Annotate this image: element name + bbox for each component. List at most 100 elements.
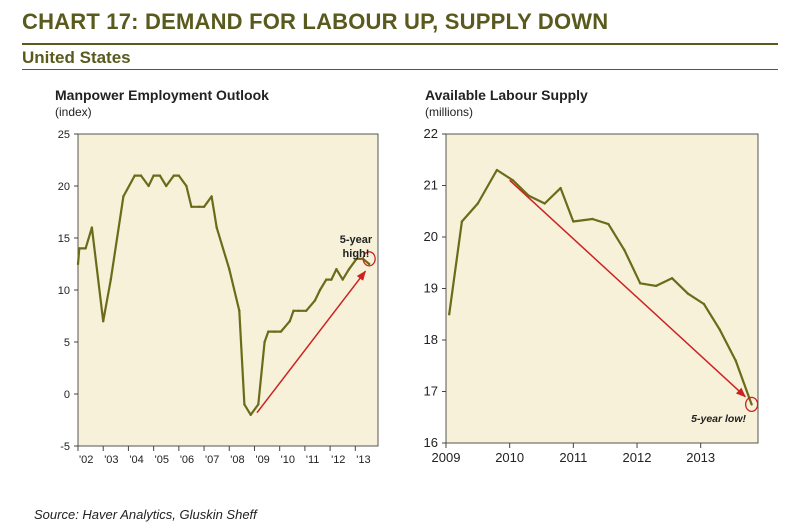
- left-panel-unit: (index): [55, 105, 92, 119]
- panel2-data-point: [607, 222, 610, 226]
- left-panel-title: Manpower Employment Outlook: [55, 87, 269, 103]
- chart-title: CHART 17: DEMAND FOR LABOUR UP, SUPPLY D…: [22, 9, 609, 34]
- panel1-data-point: [190, 205, 193, 208]
- panel1-data-point: [257, 403, 260, 406]
- panel1-data-point: [228, 268, 231, 271]
- panel1-data-point: [78, 247, 81, 250]
- panel2-data-point: [511, 179, 515, 182]
- panel2-ytick-label: 19: [424, 281, 438, 296]
- panel1-xtick-label: '10: [281, 454, 295, 466]
- source-note: Source: Haver Analytics, Gluskin Sheff: [34, 507, 257, 522]
- panel2-data-point: [543, 202, 546, 205]
- panel1-data-point: [273, 330, 276, 333]
- panel2-data-point: [623, 248, 626, 252]
- panel2-data-point: [670, 277, 674, 280]
- panel1-xtick-label: '07: [205, 454, 219, 466]
- panel2-data-point: [686, 292, 690, 295]
- panel1-data-point: [325, 278, 328, 281]
- panel1-xtick-label: '03: [104, 454, 118, 466]
- panel2-xtick-label: 2010: [495, 450, 524, 465]
- panel2-data-point: [447, 313, 451, 316]
- panel2-xtick-label: 2011: [559, 450, 587, 465]
- panel1-data-point: [109, 278, 112, 281]
- panel1-data-point: [238, 309, 241, 312]
- panel2-data-point: [750, 403, 753, 406]
- panel1-data-point: [172, 174, 175, 177]
- panel2-data-point: [639, 282, 642, 285]
- panel1-plot-area: [77, 133, 379, 447]
- panel1-xtick-label: '11: [306, 454, 320, 466]
- panel1-data-point: [185, 184, 188, 188]
- panel2-ytick-label: 21: [424, 178, 438, 193]
- panel2-xtick-label: 2012: [623, 450, 652, 465]
- panel1-data-point: [243, 403, 246, 406]
- panel1-ytick-label: 25: [58, 129, 70, 141]
- panel1-xtick-label: '08: [230, 454, 244, 466]
- panel1-ytick-label: 20: [58, 181, 70, 193]
- panel1-xtick-label: '04: [129, 454, 143, 466]
- panel1-data-point: [367, 262, 371, 266]
- panel2-trend-arrow: [509, 179, 747, 398]
- panel1-data-point: [355, 257, 358, 260]
- panel1-data-point: [215, 226, 218, 229]
- panel2-data-point: [495, 168, 499, 172]
- title-rule: [22, 43, 778, 45]
- panel1-xtick-label: '09: [255, 454, 269, 466]
- panel1-xtick-label: '02: [79, 454, 93, 466]
- panel1-data-point: [133, 174, 136, 177]
- panel2-data-point: [734, 359, 737, 362]
- panel1-data-point: [318, 288, 322, 292]
- panel2-ytick-label: 17: [424, 384, 438, 399]
- panel1-data-point: [279, 330, 283, 333]
- panel1-data-point: [147, 184, 150, 188]
- panel1-xtick-label: '06: [180, 454, 194, 466]
- panel1-data-point: [139, 174, 143, 177]
- panel2-highlight-circle: [744, 396, 759, 413]
- panel1-data-point: [84, 247, 87, 250]
- panel1-trend-arrow: [256, 270, 367, 414]
- panel1-xtick-label: '12: [331, 454, 345, 466]
- panel1-data-point: [249, 413, 252, 416]
- chart-subtitle: United States: [22, 48, 131, 67]
- panel1-xtick-label: '13: [356, 454, 370, 466]
- panel1-data-point: [304, 309, 308, 312]
- panel1-data-point: [102, 320, 105, 323]
- panel1-ytick-label: -5: [60, 441, 70, 453]
- panel1-data-point: [90, 226, 94, 229]
- panel2-ytick-label: 20: [424, 229, 438, 244]
- panel1-data-point: [202, 205, 206, 208]
- panel1-ytick-label: 5: [64, 337, 70, 349]
- panel2-ytick-label: 16: [424, 435, 438, 450]
- panel2-data-point: [654, 284, 658, 288]
- panel2-data-point: [460, 220, 464, 223]
- panel1-data-point: [158, 174, 162, 177]
- panel2-data-point: [591, 217, 594, 221]
- panel1-xtick-label: '05: [155, 454, 169, 466]
- panel1-data-point: [76, 262, 80, 266]
- panel1-data-point: [330, 278, 333, 281]
- panel1-data-point: [297, 309, 300, 312]
- panel2-data-point: [702, 302, 706, 306]
- panel2-data-point: [718, 328, 721, 331]
- panel2-series-line: [448, 168, 753, 405]
- panel1-data-point: [335, 268, 338, 271]
- panel1-ytick-label: 0: [64, 389, 70, 401]
- panel1-data-point: [313, 299, 317, 302]
- panel2-ytick-label: 22: [424, 126, 438, 141]
- panel1-highlight-circle: [362, 251, 376, 267]
- panel2-plot-area: [445, 133, 759, 444]
- panel2-xtick-label: 2009: [432, 450, 461, 465]
- subtitle-rule: [22, 69, 778, 70]
- panel1-ytick-label: 15: [58, 233, 70, 245]
- panel2-annotation-label: 5-year low!: [691, 413, 746, 425]
- panel1-data-point: [263, 340, 266, 344]
- panel1-data-point: [165, 184, 168, 188]
- panel2-data-point: [572, 220, 575, 223]
- panel1-data-point: [288, 320, 291, 323]
- panel2-ytick-label: 18: [424, 332, 438, 347]
- panel2-data-point: [476, 202, 480, 205]
- panel1-annotation-label: high!: [343, 248, 370, 260]
- panel1-data-point: [210, 195, 213, 198]
- panel2-xtick-label: 2013: [686, 450, 715, 465]
